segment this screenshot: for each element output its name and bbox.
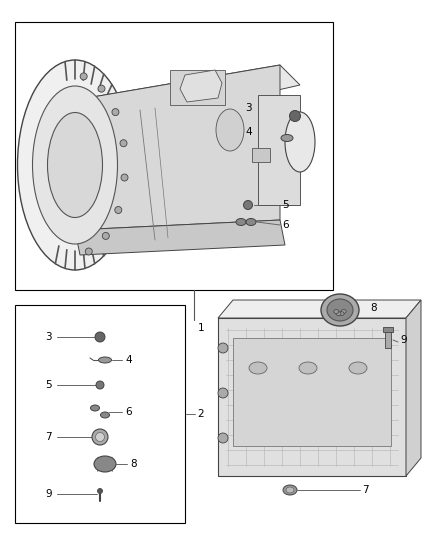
- Bar: [383, 327, 393, 332]
- Text: 5: 5: [282, 200, 289, 210]
- Ellipse shape: [236, 219, 246, 225]
- Ellipse shape: [321, 294, 359, 326]
- Circle shape: [95, 432, 105, 441]
- Circle shape: [102, 232, 110, 239]
- Polygon shape: [75, 65, 280, 230]
- Text: 2: 2: [197, 409, 204, 419]
- Circle shape: [218, 343, 228, 353]
- Ellipse shape: [249, 362, 267, 374]
- Circle shape: [244, 200, 252, 209]
- Text: 9: 9: [45, 489, 52, 499]
- Ellipse shape: [286, 487, 294, 493]
- Polygon shape: [75, 220, 285, 255]
- Ellipse shape: [94, 456, 116, 472]
- Ellipse shape: [341, 310, 346, 313]
- Polygon shape: [75, 65, 300, 118]
- Bar: [15, 22, 333, 290]
- Circle shape: [121, 174, 128, 181]
- Ellipse shape: [32, 86, 117, 244]
- Circle shape: [112, 109, 119, 116]
- Ellipse shape: [285, 112, 315, 172]
- Circle shape: [85, 248, 92, 255]
- Circle shape: [95, 332, 105, 342]
- Ellipse shape: [47, 112, 102, 217]
- Circle shape: [120, 140, 127, 147]
- Ellipse shape: [281, 134, 293, 141]
- Circle shape: [92, 429, 108, 445]
- Ellipse shape: [299, 362, 317, 374]
- Text: 1: 1: [198, 323, 205, 333]
- Circle shape: [98, 85, 105, 92]
- Ellipse shape: [283, 485, 297, 495]
- Polygon shape: [218, 300, 421, 318]
- Text: 8: 8: [370, 303, 377, 313]
- Text: 5: 5: [45, 380, 52, 390]
- Bar: [385, 330, 391, 348]
- Polygon shape: [406, 300, 421, 476]
- Ellipse shape: [334, 310, 339, 313]
- Ellipse shape: [100, 412, 110, 418]
- Polygon shape: [180, 70, 222, 102]
- Bar: [170, 70, 225, 105]
- Bar: [15, 305, 185, 523]
- Ellipse shape: [91, 405, 99, 411]
- Ellipse shape: [260, 102, 300, 182]
- Text: 6: 6: [282, 220, 289, 230]
- Text: 3: 3: [245, 103, 251, 113]
- Circle shape: [115, 206, 122, 214]
- Text: 9: 9: [400, 335, 406, 345]
- Circle shape: [98, 489, 102, 494]
- Ellipse shape: [336, 312, 341, 316]
- Ellipse shape: [18, 60, 133, 270]
- Ellipse shape: [349, 362, 367, 374]
- Bar: [233, 338, 391, 446]
- Text: 7: 7: [45, 432, 52, 442]
- Text: 3: 3: [45, 332, 52, 342]
- Bar: [258, 95, 300, 205]
- Ellipse shape: [327, 299, 353, 321]
- Circle shape: [96, 381, 104, 389]
- Text: 8: 8: [130, 459, 137, 469]
- Circle shape: [290, 110, 300, 122]
- Circle shape: [218, 433, 228, 443]
- Ellipse shape: [99, 357, 112, 363]
- Circle shape: [218, 388, 228, 398]
- Circle shape: [80, 73, 87, 80]
- Bar: [252, 148, 270, 162]
- Text: 7: 7: [362, 485, 369, 495]
- Text: 4: 4: [245, 127, 251, 137]
- Text: 6: 6: [125, 407, 132, 417]
- Ellipse shape: [339, 312, 344, 316]
- Bar: [218, 318, 406, 476]
- Ellipse shape: [216, 109, 244, 151]
- Text: 4: 4: [125, 355, 132, 365]
- Ellipse shape: [246, 219, 256, 225]
